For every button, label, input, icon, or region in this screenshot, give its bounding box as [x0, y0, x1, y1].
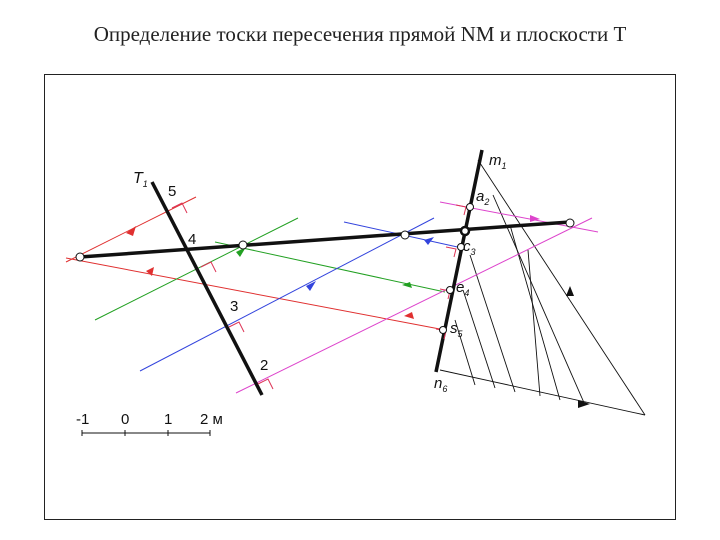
label-point-4: 4: [188, 231, 196, 248]
drawing-frame: [44, 74, 676, 520]
blue-arrow-1: [306, 281, 316, 291]
scale-tick-1: 1: [164, 411, 172, 428]
label-m1: m1: [489, 152, 507, 171]
label-n6: n6: [434, 375, 447, 394]
label-point-5: 5: [168, 183, 176, 200]
label-t1: T1: [133, 170, 148, 189]
red-arrow-2: [146, 267, 154, 276]
green-arrow-2: [402, 282, 412, 288]
intersection-point: [459, 225, 471, 237]
points: [75, 203, 575, 334]
hatch-arrow-right: [578, 400, 590, 408]
scale-tick-minus-1: -1: [76, 411, 89, 428]
label-c3: c3: [463, 238, 476, 257]
blue-line-upper: [139, 217, 435, 372]
label-e4: e4: [456, 279, 469, 298]
scale-tick-2m: 2 м: [200, 411, 223, 428]
green-arrow-1: [236, 247, 246, 257]
label-point-2: 2: [260, 357, 268, 374]
label-point-3: 3: [230, 298, 238, 315]
line-mn: [434, 149, 484, 373]
scale-bar: [81, 430, 211, 436]
red-arrow-1: [126, 226, 136, 236]
trace-line-t1: [150, 181, 264, 396]
intersection-line: [79, 220, 571, 259]
magenta-arrow-1: [530, 215, 540, 222]
blue-arrow-2: [424, 237, 434, 245]
scale-tick-0: 0: [121, 411, 129, 428]
hatch-arrow-up: [566, 286, 574, 296]
label-a2: a2: [476, 188, 489, 207]
magenta-line-lower: [235, 217, 593, 394]
red-line-lower: [65, 257, 446, 331]
red-arrow-3: [404, 312, 414, 319]
plane-hatching: [439, 159, 646, 416]
label-s5: s5: [450, 320, 464, 339]
page-title: Определение тоски пересечения прямой NM …: [93, 22, 627, 46]
